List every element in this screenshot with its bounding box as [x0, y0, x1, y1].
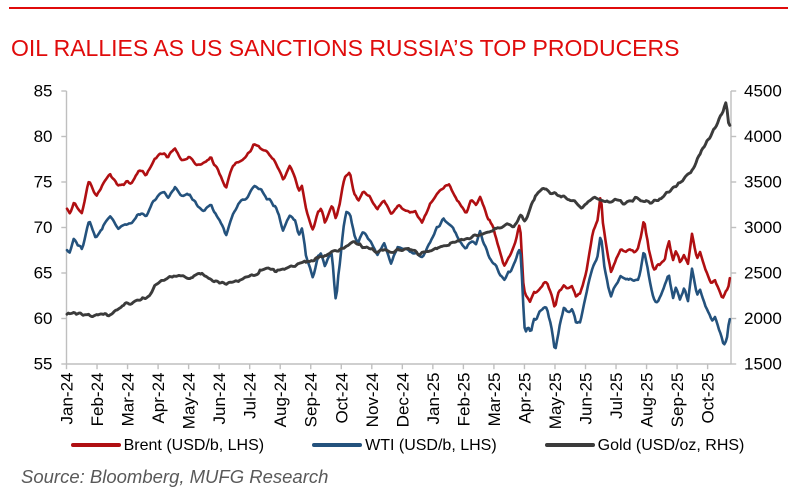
x-tick-label: Apr-25: [515, 373, 534, 424]
y-right-tick-label: 4500: [744, 82, 782, 101]
top-accent-rule: [9, 6, 788, 9]
x-tick-label: Jul-25: [607, 373, 626, 419]
x-tick-label: May-25: [546, 373, 565, 430]
y-right-tick-label: 3500: [744, 173, 782, 192]
source-note: Source: Bloomberg, MUFG Research: [21, 466, 329, 487]
x-tick-label: Jun-24: [210, 373, 229, 425]
x-tick-label: Feb-25: [454, 373, 473, 427]
y-right-tick-label: 1500: [744, 355, 782, 374]
y-left-tick-label: 60: [34, 309, 53, 328]
x-tick-label: Sep-25: [668, 373, 687, 428]
y-left-tick-label: 70: [34, 218, 53, 237]
x-tick-label: Oct-25: [699, 373, 718, 424]
legend-label-wti: WTI (USD/b, LHS): [365, 436, 497, 454]
gold-line-swatch: [544, 443, 595, 447]
legend-label-gold: Gold (USD/oz, RHS): [597, 436, 745, 454]
x-tick-label: Jan-25: [424, 373, 443, 425]
brent-series-line: [65, 143, 732, 308]
x-tick-label: Jan-24: [58, 373, 77, 425]
x-tick-label: Oct-24: [332, 373, 351, 424]
y-right-tick-label: 2000: [744, 309, 782, 328]
y-left-tick-label: 75: [34, 173, 53, 192]
x-tick-label: Nov-24: [363, 373, 382, 428]
brent-line-swatch: [70, 443, 121, 447]
legend-item-brent: Brent (USD/b, LHS): [70, 436, 265, 454]
legend-item-wti: WTI (USD/b, LHS): [312, 437, 497, 454]
y-left-tick-label: 65: [34, 264, 53, 283]
x-tick-label: Mar-25: [485, 373, 504, 427]
x-tick-label: Mar-24: [119, 373, 138, 427]
y-left-tick-label: 85: [34, 82, 53, 101]
x-tick-label: May-24: [180, 373, 199, 430]
wti-line-swatch: [312, 443, 363, 447]
x-tick-label: Dec-24: [393, 373, 412, 428]
x-tick-label: Feb-24: [88, 373, 107, 427]
legend-label-brent: Brent (USD/b, LHS): [123, 436, 265, 454]
legend-item-gold: Gold (USD/oz, RHS): [544, 436, 745, 454]
chart-legend: Brent (USD/b, LHS) WTI (USD/b, LHS) Gold…: [0, 436, 788, 454]
y-right-tick-label: 2500: [744, 264, 782, 283]
y-right-tick-label: 4000: [744, 127, 782, 146]
plot-canvas: 85 80 75 70 65 60 55 4500 4000 3500 3000 2500 2000 15…: [34, 82, 782, 430]
y-left-tick-label: 55: [34, 355, 53, 374]
y-right-tick-label: 3000: [744, 218, 782, 237]
x-tick-label: Apr-24: [149, 373, 168, 424]
x-tick-label: Sep-24: [302, 373, 321, 428]
wti-series-line: [65, 184, 732, 350]
y-left-tick-label: 80: [34, 127, 53, 146]
x-tick-label: Jun-25: [577, 373, 596, 425]
x-tick-label: Jul-24: [241, 373, 260, 419]
line-chart: 85 80 75 70 65 60 55 4500 4000 3500 3000 2500 2000 15…: [34, 82, 782, 430]
x-tick-label: Aug-24: [271, 373, 290, 428]
x-tick-label: Aug-25: [638, 373, 657, 428]
gold-series-line: [65, 101, 732, 319]
chart-title: OIL RALLIES AS US SANCTIONS RUSSIA’S TOP…: [11, 35, 680, 61]
